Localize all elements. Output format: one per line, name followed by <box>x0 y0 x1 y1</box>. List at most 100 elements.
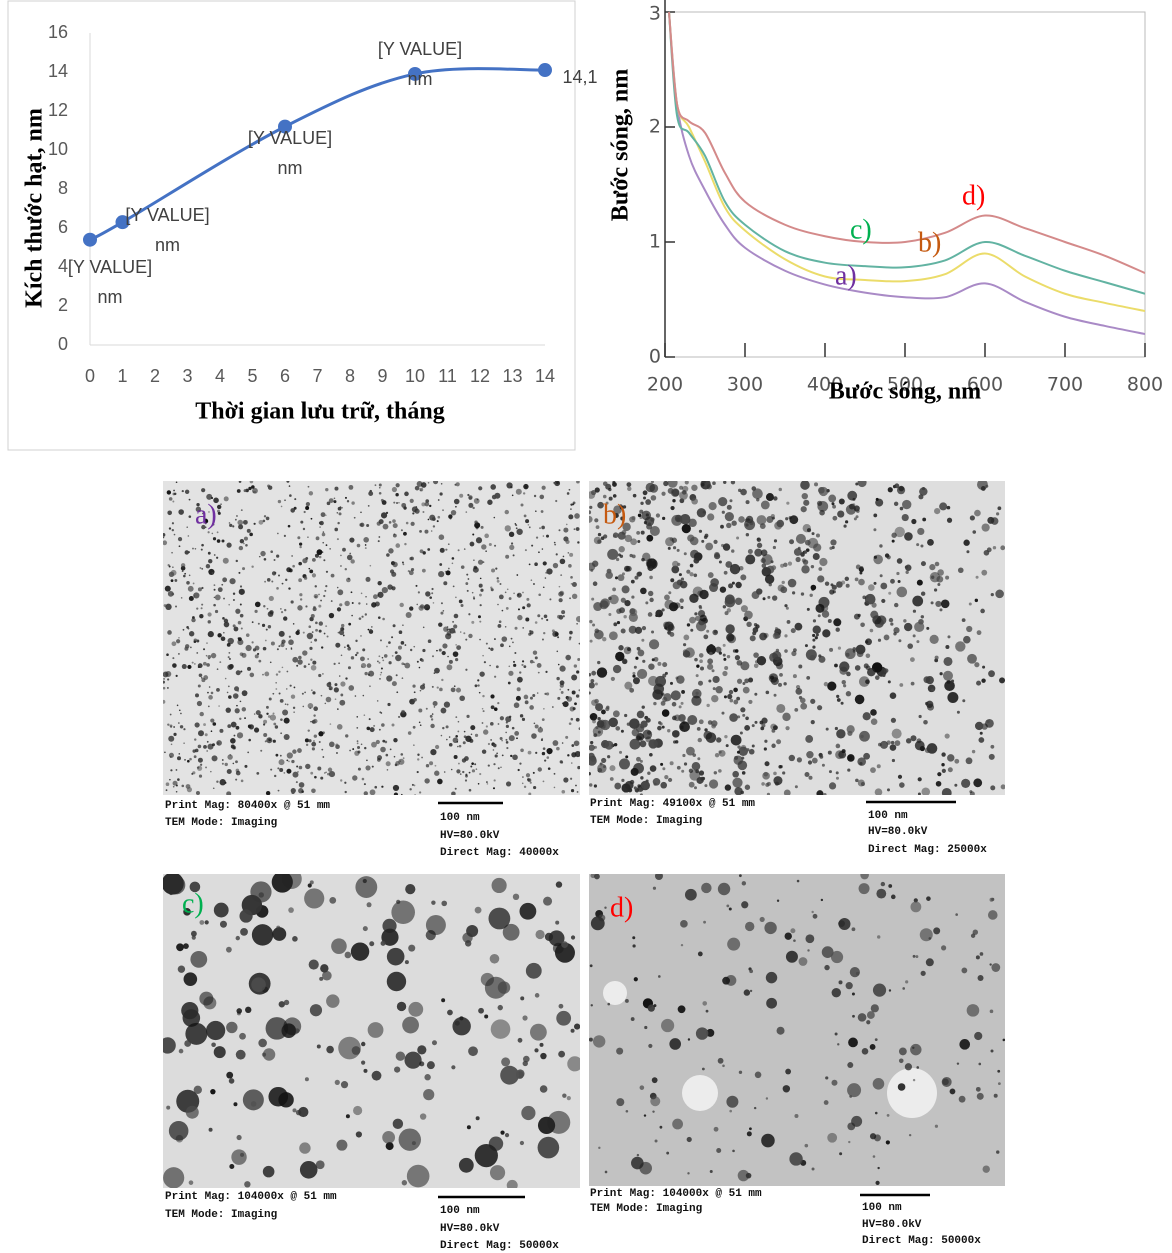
particle <box>683 762 688 766</box>
particle <box>699 614 707 622</box>
particle <box>805 934 815 944</box>
particle <box>551 629 555 633</box>
particle <box>815 533 820 538</box>
particle <box>324 702 327 705</box>
particle <box>367 658 370 660</box>
particle <box>484 1014 489 1019</box>
particle <box>446 664 453 671</box>
particle <box>521 717 526 721</box>
particle <box>178 709 181 712</box>
particle <box>897 580 901 584</box>
particle <box>602 494 607 499</box>
particle <box>591 597 595 601</box>
particle <box>475 1116 480 1121</box>
particle <box>448 736 451 738</box>
particle <box>632 936 636 940</box>
particle <box>513 660 516 663</box>
particle <box>836 694 840 698</box>
particle <box>616 1098 625 1107</box>
particle <box>722 543 731 551</box>
particle <box>237 620 242 625</box>
particle <box>535 536 539 539</box>
particle <box>571 690 576 695</box>
particle <box>296 664 299 667</box>
particle <box>346 644 350 648</box>
particle <box>990 1049 994 1053</box>
particle <box>455 505 457 508</box>
particle <box>164 585 171 592</box>
particle <box>567 688 570 691</box>
particle <box>357 750 361 754</box>
particle <box>177 537 183 542</box>
particle <box>815 603 825 613</box>
particle <box>615 726 621 731</box>
particle <box>447 1009 453 1016</box>
particle <box>183 943 189 950</box>
particle <box>468 633 473 639</box>
particle <box>681 490 687 495</box>
particle <box>511 726 515 730</box>
particle <box>173 732 177 736</box>
particle <box>891 758 896 763</box>
particle <box>385 753 389 757</box>
particle <box>289 494 292 497</box>
particle <box>197 684 201 688</box>
particle <box>944 680 955 692</box>
particle <box>636 756 641 762</box>
particle <box>267 625 272 629</box>
particle <box>330 573 335 578</box>
particle <box>189 757 192 761</box>
particle <box>746 748 750 752</box>
particle <box>356 740 359 742</box>
particle <box>534 621 538 624</box>
particle <box>997 506 1002 511</box>
particle <box>859 571 863 575</box>
particle <box>859 730 870 742</box>
particle <box>722 1064 725 1068</box>
particle <box>235 778 238 781</box>
particle <box>543 707 545 710</box>
particle <box>284 608 287 612</box>
particle <box>249 481 254 484</box>
particle <box>641 705 645 709</box>
particle <box>786 501 790 505</box>
particle <box>612 494 617 498</box>
particle <box>344 600 350 607</box>
particle <box>440 611 444 615</box>
particle <box>695 674 699 678</box>
light-blob <box>603 981 627 1005</box>
particle <box>574 702 577 706</box>
particle <box>349 552 352 555</box>
particle <box>352 775 358 781</box>
particle <box>429 761 434 766</box>
particle <box>256 771 260 775</box>
particle <box>678 705 682 709</box>
particle <box>610 676 615 682</box>
particle <box>527 778 532 783</box>
particle <box>398 630 403 635</box>
particle <box>364 613 368 616</box>
particle <box>568 638 572 641</box>
particle <box>451 1065 456 1070</box>
particle <box>646 534 654 542</box>
particle <box>477 684 480 687</box>
particle <box>992 545 997 550</box>
particle <box>863 752 871 760</box>
particle <box>631 728 640 737</box>
particle <box>761 566 772 577</box>
particle <box>676 675 685 684</box>
particle <box>890 578 895 584</box>
particle <box>213 584 216 587</box>
particle <box>423 1089 435 1101</box>
particle <box>561 742 564 744</box>
particle <box>216 539 221 543</box>
particle <box>542 747 546 750</box>
light-blob <box>887 1068 937 1118</box>
particle <box>329 548 331 550</box>
particle <box>227 724 232 728</box>
particle <box>286 768 292 774</box>
particle <box>340 565 342 567</box>
particle <box>257 622 260 625</box>
particle <box>607 754 611 758</box>
particle <box>238 481 242 483</box>
